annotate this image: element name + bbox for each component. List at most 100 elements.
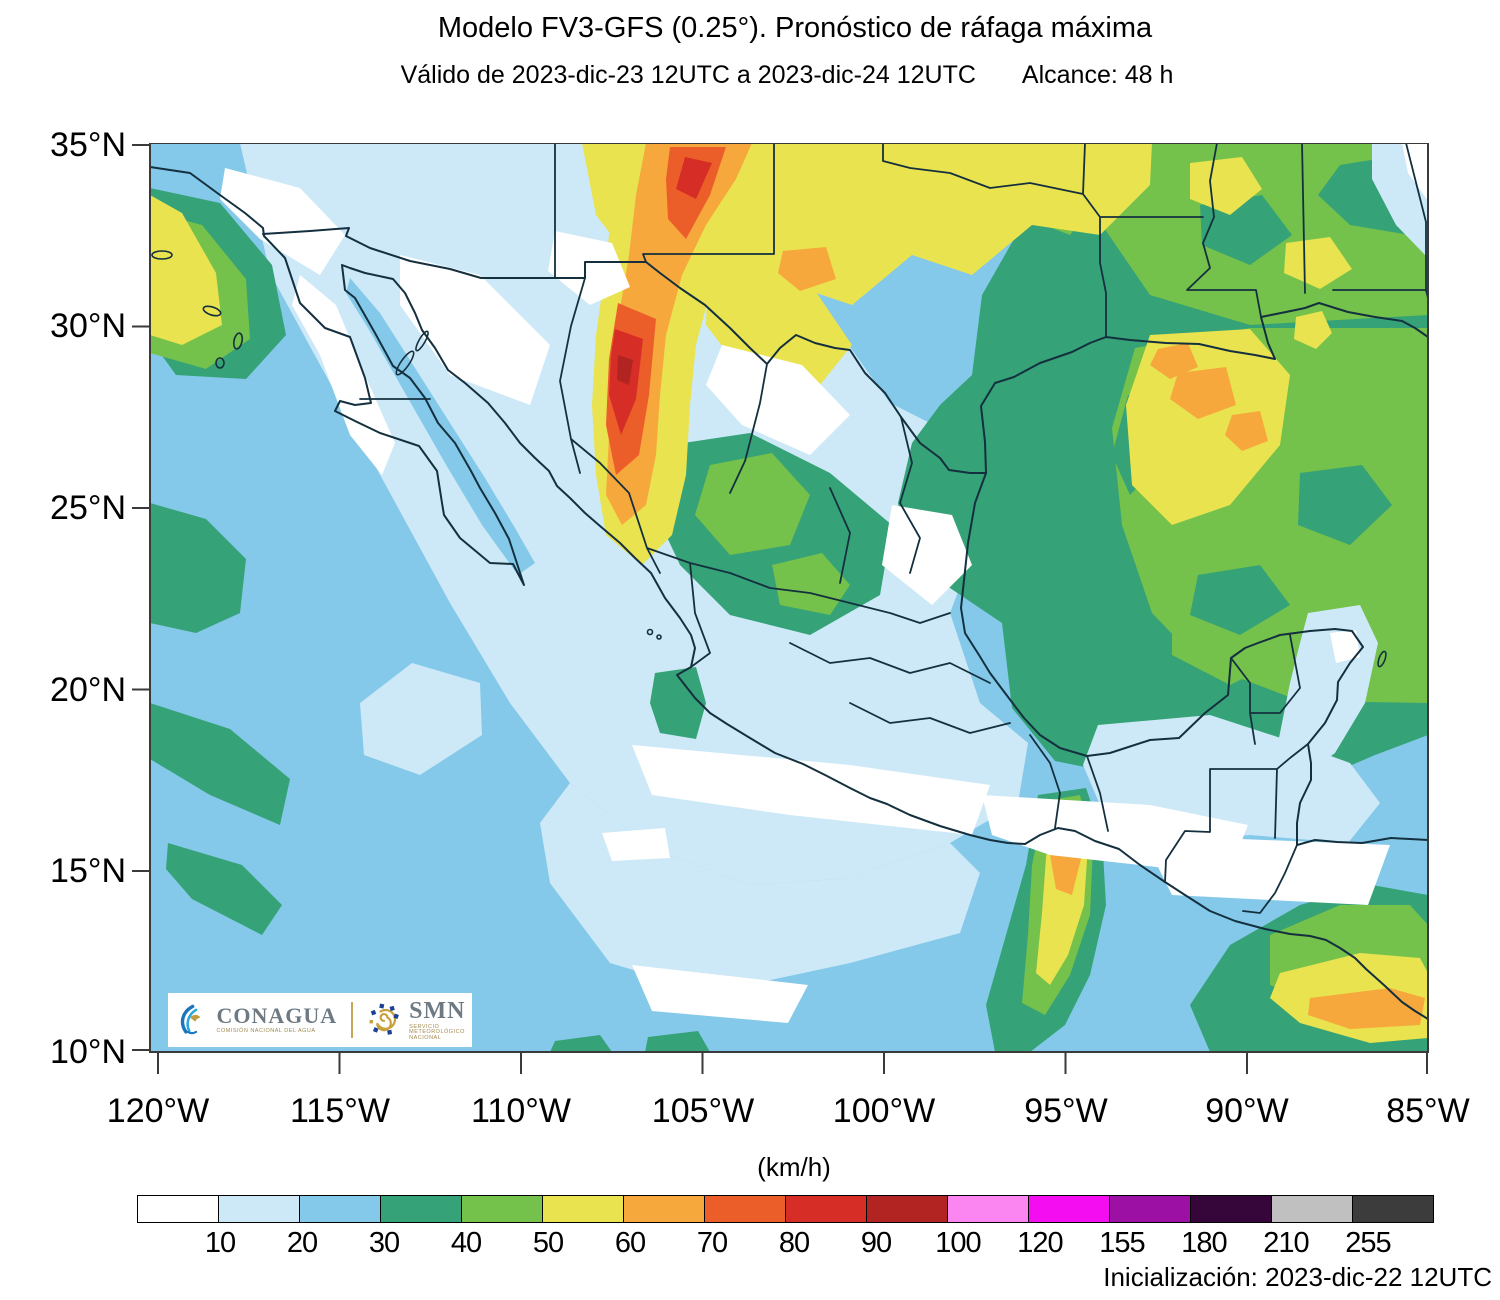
lon-tick-label: 90°W (1205, 1092, 1289, 1130)
contour-region-ocean-patch-b (150, 503, 246, 633)
coastline-gulf-mexico (960, 472, 1428, 846)
contour-region-teal-patch-d (1190, 565, 1290, 635)
coastline-us-gulf (980, 302, 1428, 474)
conagua-wordmark: CONAGUA (216, 1003, 338, 1029)
agency-logo-box: CONAGUA COMISIÓN NACIONAL DEL AGUA SMN S… (168, 993, 472, 1047)
contour-region-white-qr-dot (1330, 630, 1360, 663)
contour-region-zac-green-b (772, 553, 850, 615)
lat-tick-label: 15°N (50, 852, 126, 890)
colorbar-cell (1190, 1195, 1272, 1223)
colorbar-tick-label: 210 (1263, 1227, 1309, 1259)
contour-region-gulf-orange-b (1170, 367, 1236, 419)
contour-field (150, 143, 1428, 1052)
colorbar-tick-label: 155 (1099, 1227, 1145, 1259)
contour-region-pale-sw-ocean (540, 783, 980, 993)
colorbar (137, 1195, 1434, 1223)
lon-tick-label: 85°W (1386, 1092, 1470, 1130)
contour-region-white-ne-corner (1402, 143, 1428, 201)
colorbar-cell (704, 1195, 786, 1223)
colorbar-cell (542, 1195, 624, 1223)
contour-region-yellow-patch-b (1284, 237, 1352, 289)
contour-region-chih-darkred-dot (617, 355, 633, 385)
contour-region-teal-patch-c (1298, 465, 1392, 545)
contour-region-ocean-patch-c (650, 667, 706, 739)
contour-region-white-baja-ridge (292, 275, 395, 475)
contour-region-pale-ocean-blob (360, 663, 482, 775)
colorbar-cell (866, 1195, 948, 1223)
lon-tick-label: 100°W (832, 1092, 936, 1130)
lon-tick-label: 95°W (1024, 1092, 1108, 1130)
contour-region-white-small-offshore (602, 828, 670, 861)
colorbar-cell (1271, 1195, 1353, 1223)
lat-tick-label: 10°N (50, 1033, 126, 1071)
colorbar-cell (947, 1195, 1029, 1223)
contour-region-gulf-orange-a (1150, 343, 1198, 379)
islands (151, 250, 1387, 668)
colorbar-cell (299, 1195, 381, 1223)
lon-tick-label: 105°W (651, 1092, 755, 1130)
forecast-map (132, 143, 1429, 1074)
colorbar-tick-label: 255 (1345, 1227, 1391, 1259)
colorbar-tick-label: 50 (532, 1227, 564, 1259)
contour-region-white-sonora (400, 255, 550, 405)
borders-us-states (554, 143, 1428, 338)
contour-region-texas-orange-spot (778, 247, 836, 291)
conagua-logo-icon (181, 1004, 201, 1035)
lon-tick-label: 110°W (471, 1092, 571, 1130)
contour-region-gulf-yellow (1126, 329, 1290, 525)
colorbar-tick-label: 20 (286, 1227, 318, 1259)
contour-region-yellow-patch-a (1190, 157, 1262, 215)
valid-range-label: Válido de 2023-dic-23 12UTC a 2023-dic-2… (400, 61, 976, 89)
colorbar-cell (380, 1195, 462, 1223)
smn-subtitle: SERVICIO METEOROLÓGICO NACIONAL (409, 1023, 465, 1041)
contour-region-bottom-bump-b (645, 1031, 710, 1052)
colorbar-cell (785, 1195, 867, 1223)
contour-region-gulf-orange-c (1225, 411, 1268, 451)
contour-region-ocean-streak-a (150, 703, 290, 825)
colorbar-tick-label: 180 (1181, 1227, 1227, 1259)
smn-wordmark: SMN (409, 997, 466, 1024)
colorbar-cell (137, 1195, 219, 1223)
lat-tick-label: 20°N (50, 671, 126, 709)
logo-separator (351, 1002, 354, 1038)
colorbar-cell (1352, 1195, 1434, 1223)
contour-region-zac-green-a (695, 453, 810, 555)
conagua-subtitle: COMISIÓN NACIONAL DEL AGUA (216, 1028, 316, 1035)
lat-tick-label: 30°N (50, 307, 126, 345)
colorbar-cell (218, 1195, 300, 1223)
lon-tick-label: 115°W (290, 1092, 390, 1130)
colorbar-tick-label: 70 (696, 1227, 728, 1259)
contour-region-white-central-band (632, 745, 990, 835)
lat-tick-label: 25°N (50, 489, 126, 527)
contour-region-caribbean-orange (1308, 988, 1425, 1029)
colorbar-tick-label: 100 (935, 1227, 981, 1259)
coastline-pacific (150, 166, 1428, 1020)
map-frame (149, 143, 1429, 1053)
lat-ticks (132, 144, 150, 1051)
colorbar-tick-label: 60 (614, 1227, 646, 1259)
lat-tick-label: 35°N (50, 126, 126, 164)
contour-region-nm-red-core (676, 157, 712, 199)
lon-tick-label: 120°W (106, 1092, 210, 1130)
colorbar-cell (623, 1195, 705, 1223)
contour-region-white-coahuila (706, 345, 850, 455)
contour-region-white-baja-north (220, 168, 345, 275)
colorbar-units-label: (km/h) (757, 1152, 831, 1182)
contour-region-bottom-bump-a (550, 1035, 612, 1052)
colorbar-tick-label: 80 (778, 1227, 810, 1259)
contour-region-white-sw-ocean (632, 965, 808, 1023)
lon-ticks (157, 1052, 1428, 1074)
initialization-label: Inicialización: 2023-dic-22 12UTC (1103, 1262, 1492, 1292)
page-title: Modelo FV3-GFS (0.25°). Pronóstico de rá… (437, 12, 1153, 44)
colorbar-tick-label: 10 (204, 1227, 236, 1259)
subtitle: Válido de 2023-dic-23 12UTC a 2023-dic-2… (401, 61, 1174, 90)
contour-region-teal-patch-b (1200, 195, 1292, 265)
contour-region-ms-offshore-yellow (1294, 311, 1332, 349)
contour-region-white-az-border (548, 231, 630, 305)
contour-region-white-ne-mexico (882, 505, 972, 605)
colorbar-tick-label: 40 (450, 1227, 482, 1259)
borders-mexico-states (359, 277, 1309, 914)
colorbar-tick-label: 120 (1017, 1227, 1063, 1259)
colorbar-tick-label: 90 (860, 1227, 892, 1259)
